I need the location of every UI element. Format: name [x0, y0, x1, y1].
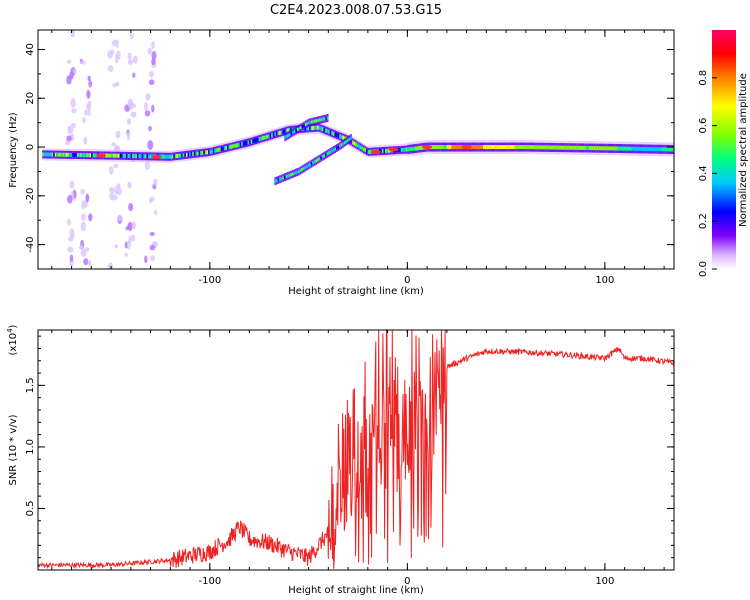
snr-y-axis-label: SNR (10 * v/v): [8, 414, 19, 485]
colorbar-ticks: 0.0 0.2 0.4 0.6 0.8: [698, 70, 717, 277]
spectrogram-y-tick-label: 0: [25, 144, 36, 150]
spectrogram-main-trace: [42, 121, 674, 163]
snr-y-tick-label: 0.5: [25, 501, 36, 517]
spectrogram-secondary-trace: [274, 134, 352, 186]
spectrogram-y-tick-label: -40: [25, 236, 36, 252]
colorbar-tick-label: 0.4: [698, 165, 709, 181]
snr-x-tick-label: 100: [595, 576, 614, 587]
colorbar-tick-label: 0.8: [698, 70, 709, 86]
colorbar-label: Normalized spectral amplitude: [738, 73, 749, 227]
snr-y-tick-label: 1.5: [25, 377, 36, 393]
snr-x-tick-label: 0: [404, 576, 410, 587]
snr-panel: -100 0 100 0.5 1.0 1.5 Height of straight li…: [6, 324, 675, 596]
colorbar-gradient: [712, 30, 736, 269]
spectrogram-x-axis-label: Height of straight line (km): [288, 286, 424, 297]
snr-y-tick-label: 1.0: [25, 439, 36, 455]
spectrogram-y-tick-label: -20: [25, 188, 36, 204]
spectrogram-heatmap: [42, 30, 674, 269]
snr-y-ticks: 0.5 1.0 1.5: [25, 335, 674, 571]
colorbar-tick-label: 0.0: [698, 261, 709, 277]
spectrogram-x-tick-label: 100: [595, 275, 614, 286]
spectrogram-x-tick-label: -100: [198, 275, 221, 286]
spectrogram-secondary-trace: [284, 113, 329, 142]
spectrogram-panel: -100 0 100 -40 -20 0 20 40 Height of straight …: [8, 29, 675, 297]
snr-frame: [37, 329, 675, 571]
snr-x-axis-label: Height of straight line (km): [288, 585, 424, 596]
colorbar: 0.0 0.2 0.4 0.6 0.8 Normalized spectral ampl…: [698, 30, 749, 277]
snr-x-tick-label: -100: [198, 576, 221, 587]
chart-title: C2E4.2023.008.07.53.G15: [270, 3, 442, 18]
spectrogram-y-tick-label: 40: [25, 43, 36, 56]
spectrogram-y-tick-label: 20: [25, 92, 36, 105]
spectrogram-y-ticks: -40 -20 0 20 40: [25, 43, 674, 270]
snr-y-scale-label: (x104): [6, 324, 19, 355]
snr-series-line: [38, 330, 674, 570]
colorbar-tick-label: 0.6: [698, 118, 709, 134]
spectrogram-frame: [37, 29, 675, 270]
snr-x-ticks: -100 0 100: [51, 330, 665, 587]
spectrogram-y-axis-label: Frequency (Hz): [8, 112, 19, 188]
spectrogram-x-ticks: -100 0 100: [51, 30, 665, 286]
spectrogram-x-tick-label: 0: [404, 275, 410, 286]
colorbar-tick-label: 0.2: [698, 213, 709, 229]
